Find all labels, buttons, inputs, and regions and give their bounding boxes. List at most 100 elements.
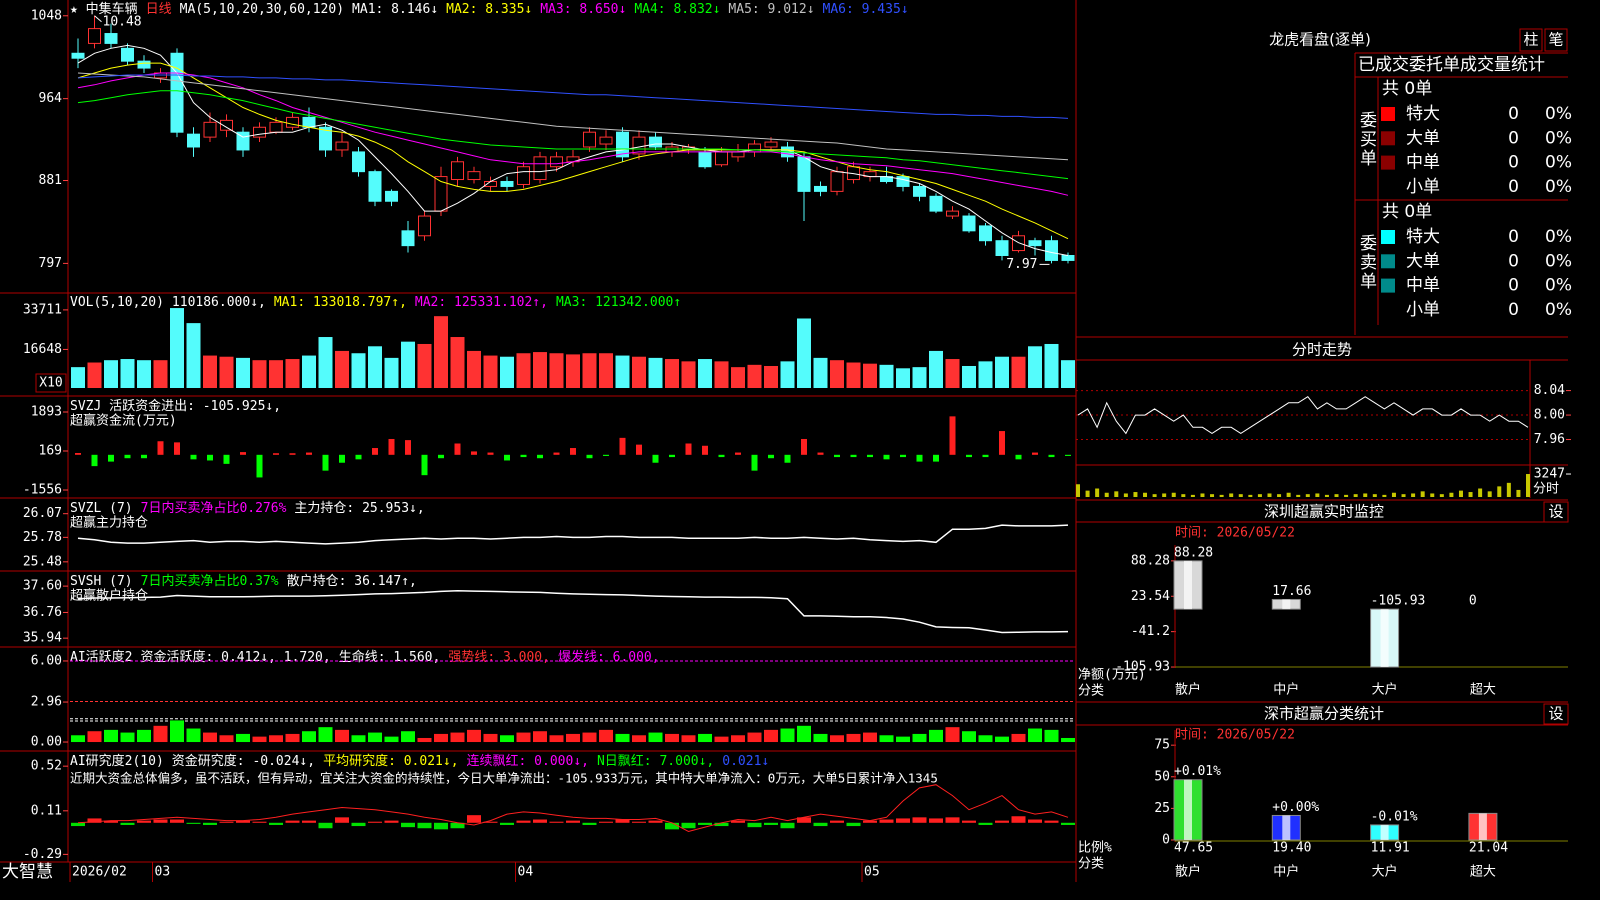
y-tick-label: 25.78 xyxy=(23,530,62,545)
volume-bar xyxy=(1181,494,1186,497)
legend-item: MA6: 9.435↓ xyxy=(823,2,909,17)
bar xyxy=(450,337,465,388)
bar xyxy=(174,442,180,455)
bar xyxy=(797,725,811,743)
legend-item: MA2: 125331.102↑, xyxy=(415,295,548,310)
row-count: 0 xyxy=(1508,177,1519,197)
candle-body xyxy=(121,47,134,62)
y-tick-label: 25 xyxy=(1154,801,1170,816)
bar xyxy=(945,727,960,743)
candle-body xyxy=(319,126,332,151)
legend-item: MA3: 121342.000↑ xyxy=(556,295,681,310)
button-frame xyxy=(1519,28,1543,52)
bar xyxy=(434,733,448,743)
bar xyxy=(417,737,432,743)
line xyxy=(77,524,1069,545)
bar xyxy=(995,820,1009,823)
row-count: 0 xyxy=(1508,128,1519,148)
bar xyxy=(929,729,943,743)
volume-bar xyxy=(1248,494,1253,497)
bar xyxy=(549,353,564,388)
bar xyxy=(170,720,184,743)
monitor-time: 时间: 2026/05/22 xyxy=(1175,526,1295,541)
bar xyxy=(141,454,147,459)
volume-bar xyxy=(1123,493,1128,497)
legend-item: MA3: 8.650↓ xyxy=(540,2,626,17)
intraday-title: 分时走势 xyxy=(1292,341,1352,359)
legend: SVZL (7) 7日内买卖净占比0.276% 主力持仓: 25.953↓, xyxy=(70,500,425,516)
bar xyxy=(219,356,234,388)
volume-bar xyxy=(1200,493,1205,497)
bar xyxy=(322,454,329,471)
bar xyxy=(599,353,613,388)
bar xyxy=(533,352,547,388)
bar xyxy=(223,454,230,464)
candle-body xyxy=(649,136,662,148)
candle-body xyxy=(467,171,481,181)
panel-frames xyxy=(0,0,1568,882)
settings-button[interactable]: 设 xyxy=(1548,705,1563,723)
change-label: -0.01% xyxy=(1371,809,1418,824)
y-tick-label: 8.04 xyxy=(1534,383,1565,398)
bar-mode-button[interactable]: 柱 xyxy=(1523,31,1538,49)
y-tick-label: 33711 xyxy=(23,302,62,317)
row-name: 中单 xyxy=(1406,153,1440,173)
bar xyxy=(549,821,564,823)
bar xyxy=(949,416,956,455)
bar xyxy=(351,353,366,388)
row-count: 0 xyxy=(1508,251,1519,271)
value-label: 88.28 xyxy=(1174,545,1213,560)
bar xyxy=(417,822,432,829)
candle-body xyxy=(764,141,778,148)
value-label: 19.40 xyxy=(1272,841,1311,856)
bar xyxy=(797,318,811,388)
brand: 大智慧 xyxy=(2,862,53,882)
bar xyxy=(896,368,910,388)
bar xyxy=(718,454,725,458)
x-tick-label: 03 xyxy=(155,865,171,880)
bar xyxy=(735,452,741,455)
legend-item: 爆发线: 6.000, xyxy=(558,649,660,665)
bar xyxy=(170,819,184,823)
bar xyxy=(1065,454,1071,456)
row-count: 0 xyxy=(1508,300,1519,320)
bar xyxy=(747,822,762,828)
bar xyxy=(252,360,267,388)
settings-button[interactable]: 设 xyxy=(1548,503,1563,521)
volume-bar xyxy=(1458,490,1463,497)
candle-body xyxy=(253,126,266,138)
bar xyxy=(615,819,630,823)
tick-mode-button[interactable]: 笔 xyxy=(1548,31,1563,49)
legend-item: 7日内买卖净占比0.37% xyxy=(141,573,279,589)
bar xyxy=(566,354,580,388)
volume-bar xyxy=(1076,484,1080,497)
candle-body xyxy=(550,156,563,168)
bar xyxy=(846,733,861,743)
candle-body xyxy=(698,151,712,168)
x-tick-label: 大户 xyxy=(1372,864,1398,880)
legend-item: 平均研究度: 0.021↓, xyxy=(323,753,458,769)
bar xyxy=(516,732,531,743)
bar xyxy=(636,444,642,455)
legend-item: SVZJ 活跃资金进出: -105.925↓, xyxy=(70,398,281,414)
row-name: 大单 xyxy=(1406,128,1440,148)
candle-body xyxy=(533,156,547,181)
bar xyxy=(665,822,679,830)
bar xyxy=(582,822,597,825)
y-tick-label: 0.00 xyxy=(31,735,62,750)
bar xyxy=(500,356,514,388)
volume-bar xyxy=(1516,489,1521,497)
row-ratio: 0% xyxy=(1545,300,1572,320)
volume-bar xyxy=(1487,491,1492,497)
bar xyxy=(652,454,659,463)
bar xyxy=(104,729,118,743)
bar xyxy=(368,732,382,743)
side-label: 委卖单 xyxy=(1356,234,1377,291)
bar xyxy=(780,822,795,829)
bar xyxy=(318,337,333,388)
y-tick-label: -41.2 xyxy=(1131,624,1170,639)
bar xyxy=(372,448,378,455)
legend-item: 连续飘红: 0.000↓, xyxy=(467,753,589,769)
volume-bar xyxy=(1334,494,1339,497)
